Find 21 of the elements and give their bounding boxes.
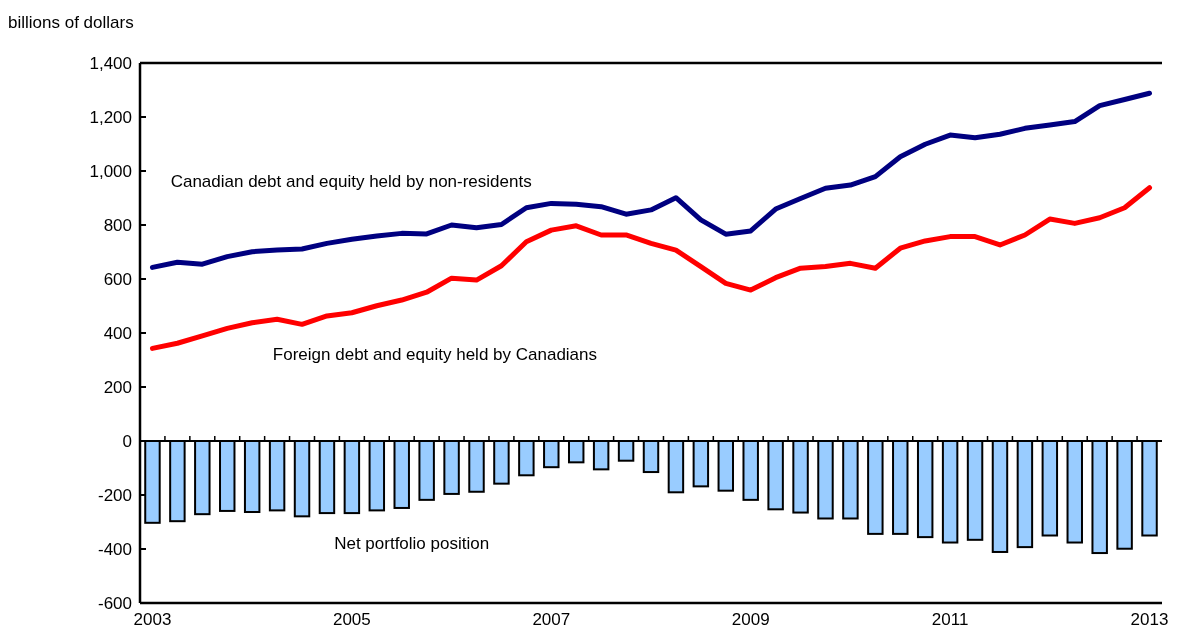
y-tick-label: 0 <box>122 431 132 451</box>
y-tick-label: -200 <box>97 485 132 505</box>
series-label: Net portfolio position <box>334 534 490 553</box>
y-tick-label: 400 <box>103 323 132 343</box>
x-tick-label: 2003 <box>133 610 172 629</box>
y-tick-label: -600 <box>97 593 132 613</box>
series-label: Canadian debt and equity held by non-residents <box>170 172 532 192</box>
y-tick-label: 1,200 <box>89 107 132 127</box>
y-tick-label: 800 <box>103 215 132 235</box>
y-tick-label: 1,400 <box>89 53 132 73</box>
x-tick-label: 2013 <box>1130 610 1169 629</box>
x-tick-label: 2007 <box>532 610 571 629</box>
y-tick-label: 1,000 <box>89 161 132 181</box>
y-tick-label: 600 <box>103 269 132 289</box>
y-tick-label: 200 <box>103 377 132 397</box>
x-tick-label: 2011 <box>931 610 969 629</box>
y-axis-title: billions of dollars <box>8 13 134 32</box>
x-tick-label: 2005 <box>332 610 371 629</box>
series-label: Foreign debt and equity held by Canadians <box>272 345 598 364</box>
y-tick-label: -400 <box>97 539 132 559</box>
x-tick-label: 2009 <box>731 610 770 629</box>
